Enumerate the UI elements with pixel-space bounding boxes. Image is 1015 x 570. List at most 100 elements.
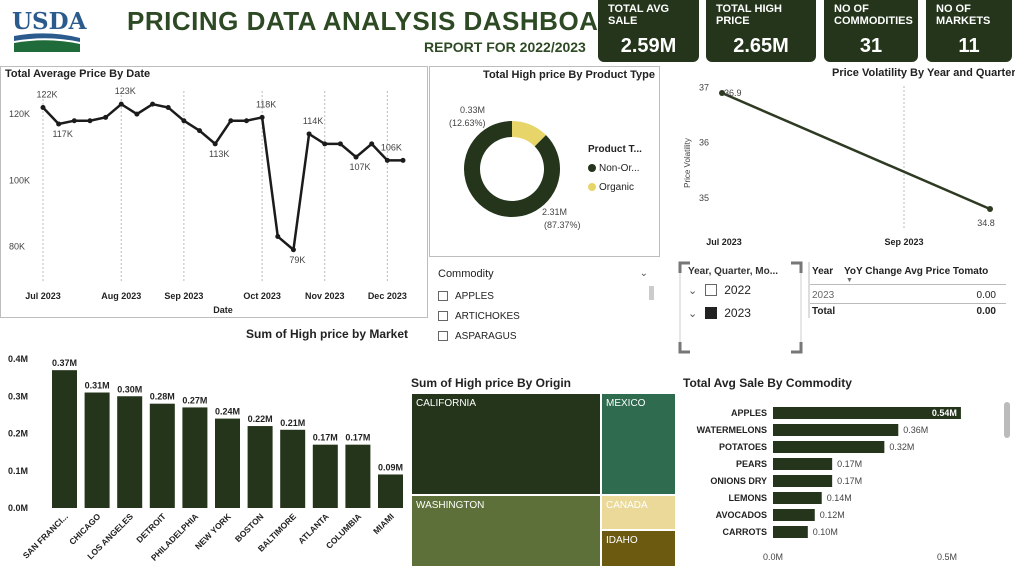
slicer-item-label: ASPARAGUS bbox=[455, 330, 517, 342]
product-type-donut: 0.33M (12.63%) 2.31M (87.37%) Product T... No… bbox=[449, 105, 642, 230]
bar bbox=[773, 441, 885, 453]
treemap-cell-california[interactable]: CALIFORNIA bbox=[411, 393, 601, 495]
avg-price-line-chart-panel[interactable]: Total Average Price By Date 120K 100K 80K J… bbox=[0, 66, 428, 318]
slicer-item-label: APPLES bbox=[455, 290, 494, 302]
page-subtitle: REPORT FOR 2022/2023 bbox=[424, 39, 586, 55]
market-bar-chart[interactable]: 0.4M 0.3M 0.2M 0.1M 0.0M 0.37M SAN FRANCI... 0.… bbox=[0, 345, 410, 567]
x-tick-label: Dec 2023 bbox=[368, 291, 407, 301]
bar-value-label: 0.27M bbox=[182, 395, 207, 405]
bar-value-label: 0.54M bbox=[932, 408, 957, 418]
treemap-cell-idaho[interactable]: IDAHO bbox=[601, 530, 676, 567]
kpi-total-high-price: TOTAL HIGH PRICE 2.65M bbox=[706, 0, 816, 62]
table-header-yoy[interactable]: YoY Change Avg Price Tomato bbox=[844, 266, 989, 277]
y-tick-label: 37 bbox=[699, 83, 709, 93]
commodity-chart-title: Total Avg Sale By Commodity bbox=[683, 376, 852, 390]
data-point bbox=[290, 247, 296, 253]
bar-value-label: 0.37M bbox=[52, 358, 77, 368]
origin-treemap[interactable]: CALIFORNIA WASHINGTON MEXICO CANADA IDAHO bbox=[411, 393, 676, 567]
slice-organic bbox=[511, 121, 546, 147]
data-label: 107K bbox=[350, 162, 371, 172]
logo-field-graphic bbox=[14, 33, 80, 52]
slicer-item-asparagus[interactable]: ASPARAGUS bbox=[438, 326, 654, 346]
bar-value-label: 0.28M bbox=[150, 392, 175, 402]
y-tick-label: WATERMELONS bbox=[697, 425, 767, 435]
chevron-down-icon[interactable]: ⌄ bbox=[639, 268, 648, 279]
y-tick-label: PEARS bbox=[736, 459, 767, 469]
slicer-item-label: 2022 bbox=[724, 283, 751, 297]
legend-label: Non-Or... bbox=[599, 163, 640, 174]
product-type-donut-panel[interactable]: Total High price By Product Type 0.33M (1… bbox=[429, 66, 660, 257]
chevron-down-icon[interactable]: ⌄ bbox=[688, 307, 698, 320]
kpi-value: 2.59M bbox=[620, 35, 677, 57]
slicer-title: Commodity bbox=[438, 268, 494, 280]
kpi-value: 11 bbox=[958, 35, 980, 57]
table-header-year[interactable]: Year bbox=[812, 266, 834, 277]
kpi-no-of-commodities: NO OF COMMODITIES 31 bbox=[824, 0, 918, 62]
yoy-table: Year YoY Change Avg Price Tomato ▼ 2023 … bbox=[808, 262, 1008, 322]
slicer-item-apples[interactable]: APPLES bbox=[438, 286, 654, 306]
page-title: PRICING DATA ANALYSIS DASHBOARD bbox=[127, 6, 638, 36]
data-label: 117K bbox=[52, 129, 72, 139]
data-point bbox=[719, 90, 725, 97]
slice-label: 2.31M bbox=[542, 207, 567, 217]
chevron-down-icon[interactable]: ⌄ bbox=[688, 284, 698, 297]
checkbox-checked[interactable] bbox=[705, 307, 718, 319]
data-point bbox=[322, 141, 328, 147]
data-point bbox=[353, 154, 359, 160]
avg-price-line-chart: 120K 100K 80K Jul 2023 Aug 2023 Sep 2023 Oct 2… bbox=[9, 86, 407, 315]
bar bbox=[773, 424, 899, 436]
commodity-bar-chart[interactable]: APPLES 0.54M WATERMELONS 0.36M POTATOES 0.32M… bbox=[680, 396, 1014, 568]
y-tick-label: APPLES bbox=[731, 408, 767, 418]
checkbox[interactable] bbox=[705, 284, 718, 296]
treemap-cell-mexico[interactable]: MEXICO bbox=[601, 393, 676, 495]
data-point bbox=[165, 104, 171, 110]
slicer-item-2022[interactable]: ⌄ 2022 bbox=[688, 283, 751, 297]
y-tick-label: 100K bbox=[9, 175, 30, 185]
slice-non-organic bbox=[464, 121, 560, 217]
bar-value-label: 0.12M bbox=[820, 510, 845, 520]
table-cell-year: 2023 bbox=[812, 290, 835, 301]
price-volatility-chart[interactable]: 37 36 35 Price Volatility Jul 2023 Sep 2023 36… bbox=[672, 78, 1012, 253]
legend-label: Organic bbox=[599, 182, 634, 193]
treemap-cell-washington[interactable]: WASHINGTON bbox=[411, 495, 601, 567]
kpi-total-avg-sale: TOTAL AVG SALE 2.59M bbox=[598, 0, 699, 62]
slice-pct-label: (87.37%) bbox=[544, 220, 581, 230]
series-line bbox=[721, 91, 991, 211]
data-point bbox=[337, 141, 343, 147]
commodity-slicer: Commodity ⌄ APPLES ARTICHOKES ASPARAGUS bbox=[438, 268, 654, 348]
slicer-focus-frame bbox=[678, 261, 803, 354]
data-point bbox=[134, 111, 140, 117]
data-point bbox=[275, 234, 281, 240]
treemap-cell-canada[interactable]: CANADA bbox=[601, 495, 676, 530]
kpi-label: TOTAL AVG SALE bbox=[608, 3, 670, 27]
y-axis-title: Price Volatility bbox=[683, 138, 692, 188]
data-point bbox=[228, 118, 234, 124]
slicer-scrollbar[interactable] bbox=[649, 286, 654, 300]
slice-pct-label: (12.63%) bbox=[449, 118, 486, 128]
slicer-item-2023[interactable]: ⌄ 2023 bbox=[688, 306, 751, 320]
treemap-title: Sum of High price By Origin bbox=[411, 376, 572, 390]
data-label: 79K bbox=[289, 255, 305, 265]
kpi-value: 2.65M bbox=[733, 35, 789, 57]
x-tick-label: Aug 2023 bbox=[101, 291, 141, 301]
x-tick-label: Jul 2023 bbox=[25, 291, 61, 301]
bar bbox=[84, 392, 110, 508]
slicer-item-label: 2023 bbox=[724, 306, 751, 320]
bar bbox=[378, 474, 403, 508]
y-tick-label: 35 bbox=[699, 193, 709, 203]
slicer-item-artichokes[interactable]: ARTICHOKES bbox=[438, 306, 654, 326]
checkbox[interactable] bbox=[438, 331, 448, 341]
data-point bbox=[150, 101, 156, 107]
y-tick-label: 0.0M bbox=[8, 503, 28, 513]
checkbox[interactable] bbox=[438, 311, 448, 321]
bar-value-label: 0.36M bbox=[903, 425, 928, 435]
data-point bbox=[306, 131, 312, 137]
legend-title: Product T... bbox=[588, 144, 642, 155]
y-tick-label: 36 bbox=[699, 138, 709, 148]
bar bbox=[773, 492, 822, 504]
data-label: 118K bbox=[256, 99, 276, 109]
year-quarter-slicer[interactable]: Year, Quarter, Mo... ⌄ 2022 ⌄ 2023 bbox=[678, 261, 803, 354]
bar-value-label: 0.10M bbox=[813, 527, 838, 537]
data-point bbox=[259, 114, 265, 120]
checkbox[interactable] bbox=[438, 291, 448, 301]
